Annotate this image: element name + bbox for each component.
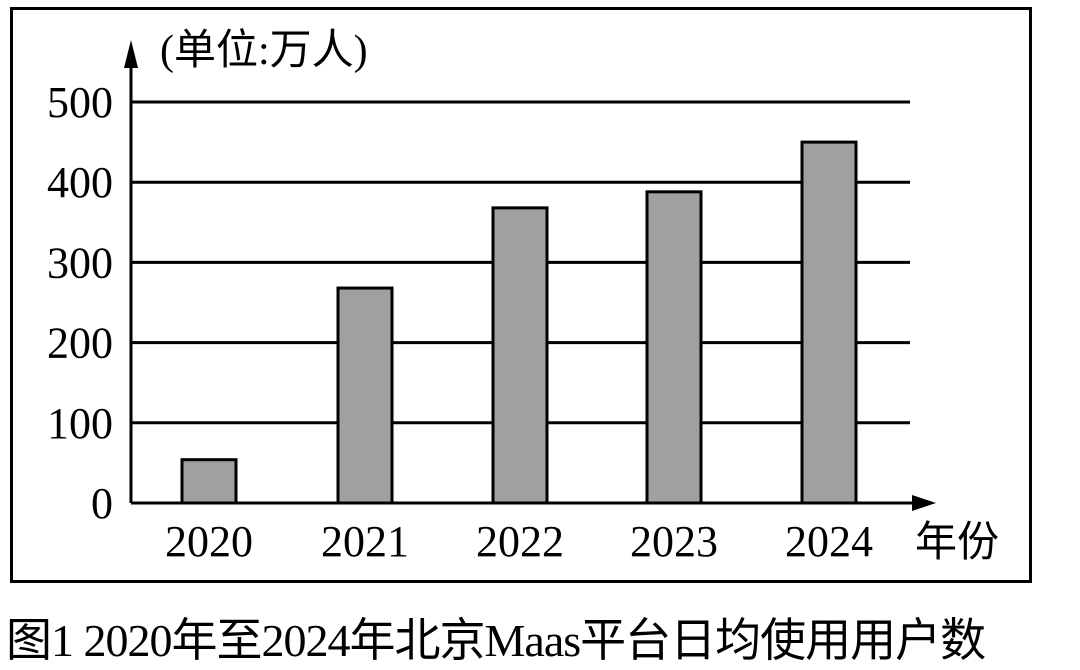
y-axis-arrow-icon (124, 40, 138, 68)
x-axis-arrow-icon (912, 495, 936, 511)
y-tick-label: 400 (47, 158, 113, 207)
bar-chart: 0 100 200 300 400 500 2020 2021 2022 2023 2024 (单位:… (47, 27, 999, 566)
y-tick-label: 100 (47, 399, 113, 448)
y-tick-label: 200 (47, 319, 113, 368)
x-tick-label: 2021 (321, 517, 409, 566)
bar-2021 (336, 286, 394, 505)
chart-frame (10, 7, 1032, 583)
x-tick-label: 2020 (165, 517, 253, 566)
figure-caption: 图1 2020年至2024年北京Maas平台日均使用用户数 (6, 615, 986, 666)
bar-2022 (491, 206, 549, 505)
x-tick-label: 2024 (785, 517, 873, 566)
bar-2023 (645, 190, 703, 505)
y-tick-label: 500 (47, 78, 113, 127)
x-tick-label: 2022 (476, 517, 564, 566)
x-tick-label: 2023 (630, 517, 718, 566)
y-tick-label: 0 (91, 479, 113, 528)
y-tick-label: 300 (47, 238, 113, 287)
y-axis-unit-label: (单位:万人) (160, 27, 368, 74)
bar-2024 (800, 140, 858, 505)
x-axis-label: 年份 (915, 519, 999, 566)
bar-2020 (180, 458, 238, 505)
